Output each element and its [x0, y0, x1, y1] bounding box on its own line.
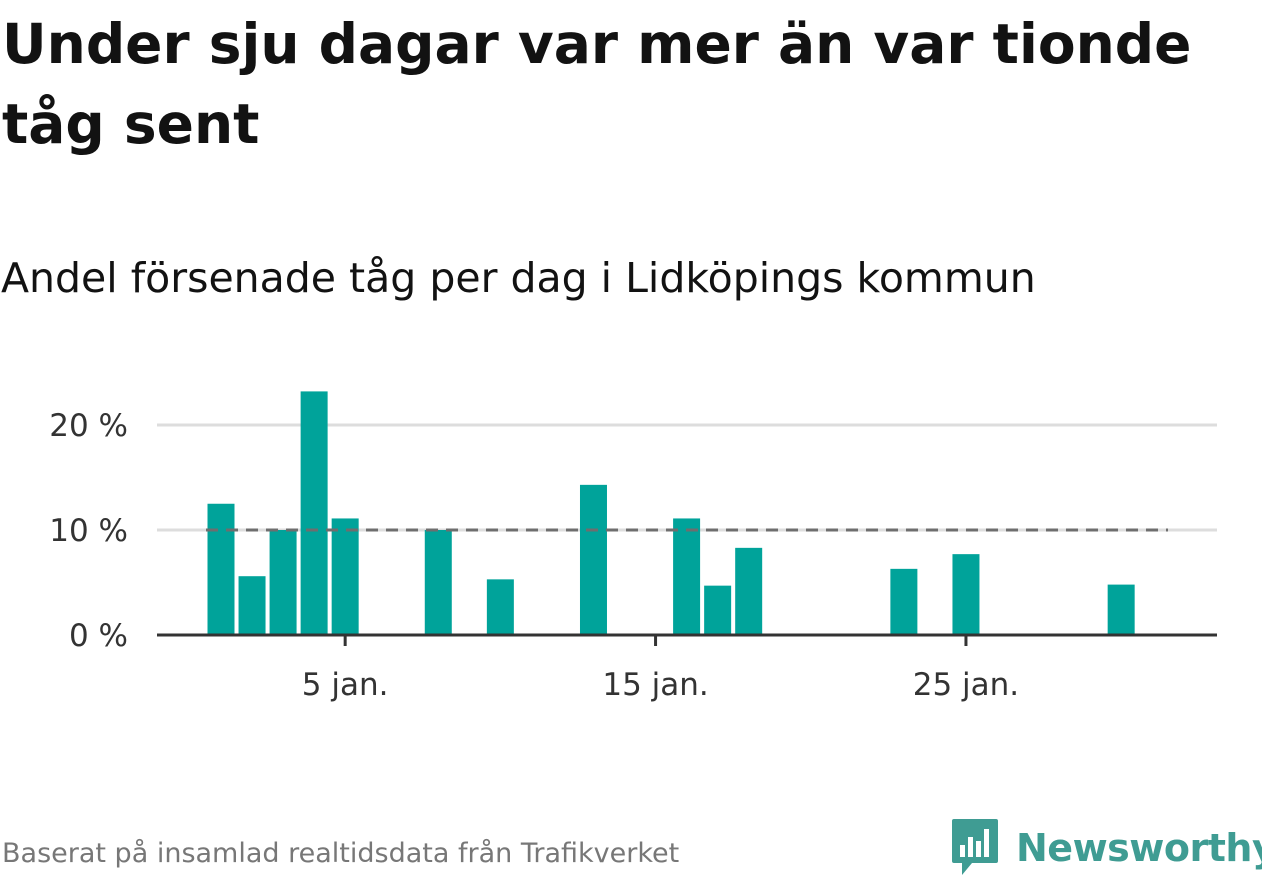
chart-subtitle: Andel försenade tåg per dag i Lidköpings… [1, 254, 1036, 302]
bar [331, 518, 359, 635]
bar [704, 585, 732, 635]
bar [735, 547, 763, 635]
chart-title: Under sju dagar var mer än var tionde tå… [2, 12, 1192, 156]
bar [1107, 584, 1135, 635]
bar [424, 530, 452, 635]
bars [207, 391, 1135, 635]
bar [890, 568, 918, 635]
newsworthy-logo-icon [952, 819, 998, 875]
source-note: Baserat på insamlad realtidsdata från Tr… [2, 838, 680, 869]
bar-chart: 0 % 10 % 20 % 5 jan. 15 jan. 25 jan. [49, 391, 1217, 703]
bar [300, 391, 328, 635]
bar [673, 518, 701, 635]
bar [579, 484, 607, 635]
bar [269, 530, 297, 635]
y-tick-label: 20 % [49, 408, 128, 444]
y-tick-label: 10 % [49, 513, 128, 549]
bar [952, 554, 980, 635]
y-tick-label: 0 % [69, 618, 128, 654]
brand-name: Newsworthy [1016, 826, 1262, 870]
newsworthy-logo: Newsworthy [950, 818, 1262, 878]
bar [238, 576, 266, 635]
bar [207, 503, 235, 635]
bar [486, 579, 514, 635]
x-tick-label: 25 jan. [913, 667, 1019, 703]
x-tick-label: 5 jan. [302, 667, 389, 703]
x-tick-label: 15 jan. [602, 667, 708, 703]
axes: 0 % 10 % 20 % 5 jan. 15 jan. 25 jan. [49, 408, 1217, 703]
